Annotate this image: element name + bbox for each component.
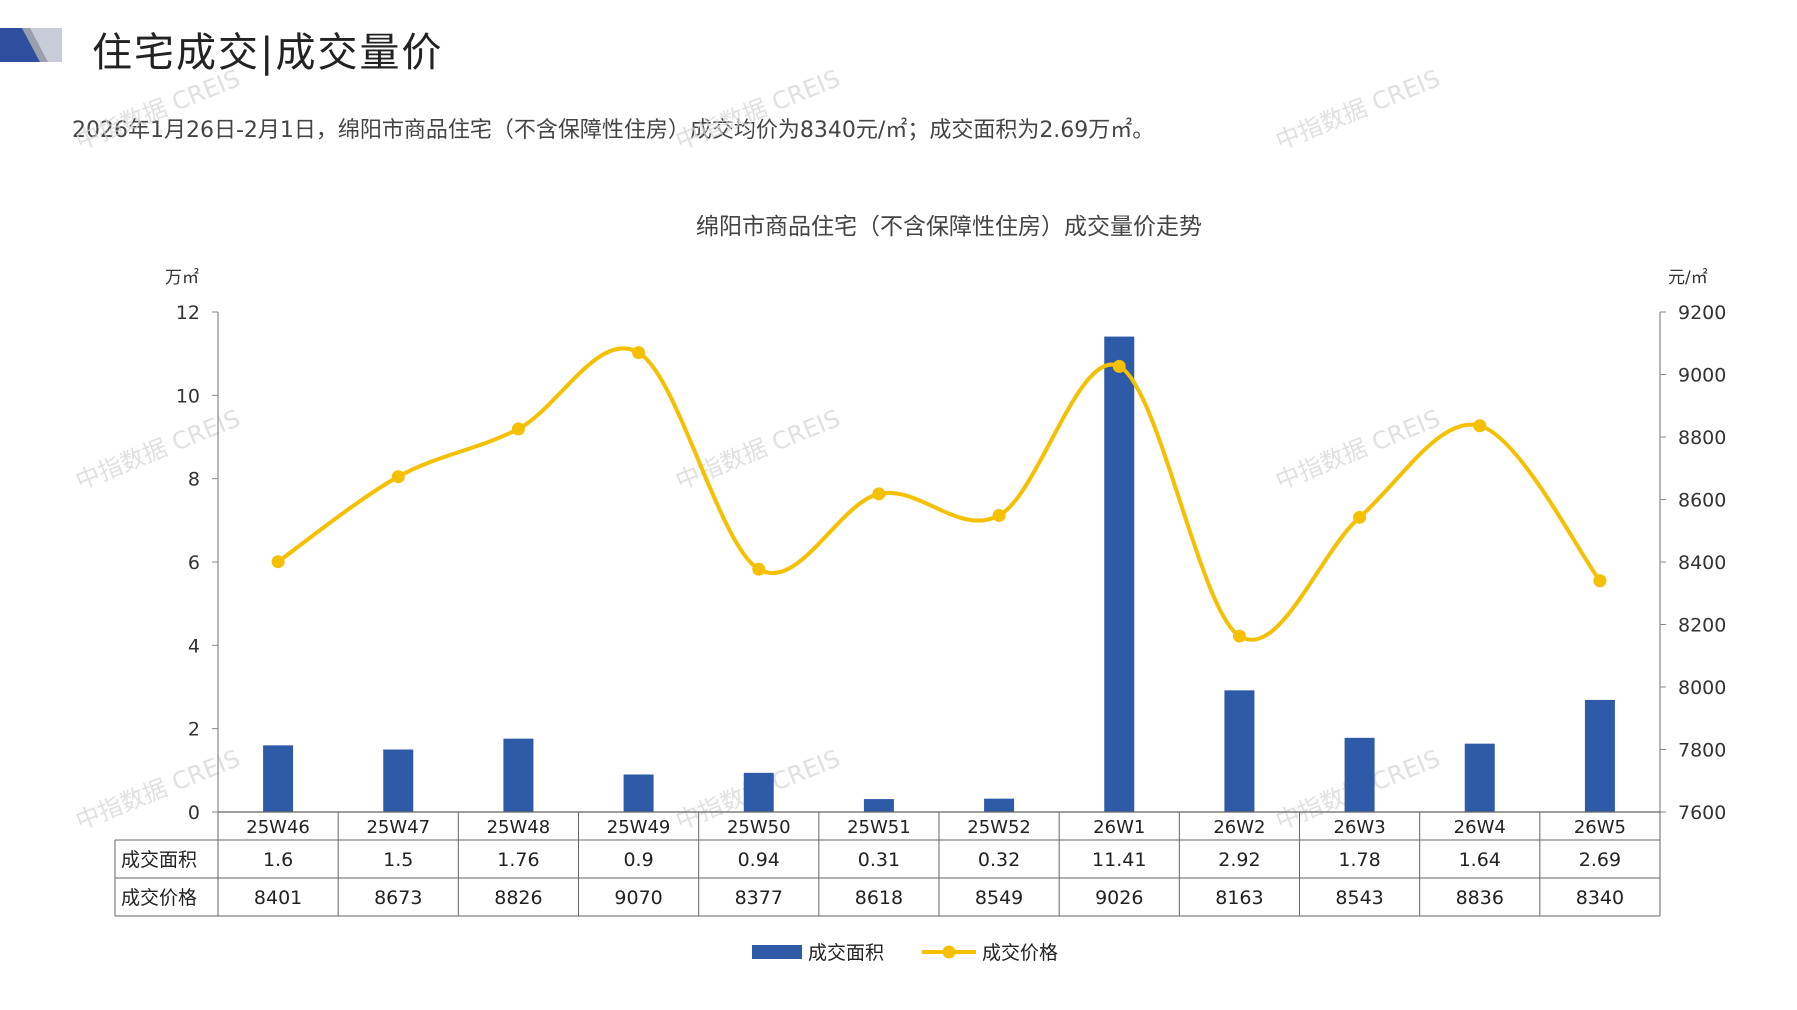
category-label: 25W46 [246, 817, 310, 838]
legend-bar-label: 成交面积 [808, 942, 884, 964]
bar-26W4 [1464, 743, 1495, 812]
price-data-label: 8826 [494, 887, 542, 909]
category-label: 25W49 [607, 817, 671, 838]
y-right-tick-label: 7800 [1678, 740, 1726, 762]
area-data-label: 1.5 [383, 849, 413, 871]
bar-26W3 [1344, 737, 1375, 812]
y-right-tick-label: 9000 [1678, 365, 1726, 387]
y-left-tick-label: 6 [188, 552, 200, 574]
category-label: 25W47 [366, 817, 430, 838]
y-right-unit: 元/㎡ [1668, 268, 1708, 288]
y-left-tick-label: 12 [176, 302, 200, 324]
price-data-label: 8673 [374, 887, 422, 909]
y-right-tick-label: 8000 [1678, 677, 1726, 699]
price-data-label: 9070 [614, 887, 662, 909]
y-left-tick-label: 4 [188, 635, 200, 657]
price-point-25W52 [992, 508, 1006, 522]
table-row-label: 成交面积 [121, 849, 197, 871]
table-row-label: 成交价格 [121, 887, 197, 909]
watermark-text: 中指数据 CREIS [72, 64, 244, 155]
bar-25W46 [263, 745, 294, 812]
price-point-26W4 [1473, 419, 1487, 433]
price-line [276, 346, 1602, 642]
area-data-label: 0.94 [738, 849, 780, 871]
price-data-label: 8618 [855, 887, 903, 909]
price-point-25W49 [632, 346, 646, 360]
category-label: 25W50 [727, 817, 791, 838]
price-point-25W48 [511, 422, 525, 436]
price-point-25W50 [752, 562, 766, 576]
price-data-label: 9026 [1095, 887, 1143, 909]
category-label: 26W1 [1093, 817, 1145, 838]
category-label: 26W4 [1454, 817, 1506, 838]
y-right-tick-label: 7600 [1678, 802, 1726, 824]
brand-mark-icon [0, 28, 62, 62]
price-point-25W51 [872, 487, 886, 501]
price-data-label: 8340 [1576, 887, 1624, 909]
price-point-26W1 [1112, 359, 1126, 373]
watermark-text: 中指数据 CREIS [672, 64, 844, 155]
category-label: 25W51 [847, 817, 911, 838]
chart-title: 绵阳市商品住宅（不含保障性住房）成交量价走势 [696, 214, 1202, 240]
y-right-tick-label: 8800 [1678, 427, 1726, 449]
price-data-label: 8836 [1456, 887, 1504, 909]
y-left-tick-label: 10 [176, 385, 200, 407]
y-right-tick-label: 8200 [1678, 615, 1726, 637]
area-data-label: 1.76 [497, 849, 539, 871]
watermark-text: 中指数据 CREIS [1272, 64, 1444, 155]
category-label: 26W5 [1574, 817, 1626, 838]
area-data-label: 11.41 [1092, 849, 1146, 871]
price-point-26W3 [1353, 510, 1367, 524]
bar-25W50 [743, 772, 774, 812]
y-left-unit: 万㎡ [165, 268, 199, 288]
watermark-text: 中指数据 CREIS [1272, 404, 1444, 495]
watermark-text: 中指数据 CREIS [672, 404, 844, 495]
bar-25W52 [984, 798, 1015, 812]
price-data-label: 8401 [254, 887, 302, 909]
legend-line-marker [942, 945, 956, 959]
price-data-label: 8163 [1215, 887, 1263, 909]
category-label: 25W48 [487, 817, 551, 838]
legend-line-label: 成交价格 [982, 942, 1058, 964]
summary-text: 2026年1月26日-2月1日，绵阳市商品住宅（不含保障性住房）成交均价为834… [72, 118, 1155, 143]
price-point-26W5 [1593, 574, 1607, 588]
bar-26W2 [1224, 690, 1255, 812]
area-data-label: 1.64 [1459, 849, 1501, 871]
y-left-tick-label: 8 [188, 469, 200, 491]
bar-26W1 [1104, 336, 1135, 812]
area-data-label: 1.78 [1338, 849, 1380, 871]
category-label: 26W2 [1213, 817, 1265, 838]
price-point-25W46 [271, 555, 285, 569]
legend-bar-swatch [752, 945, 802, 959]
y-right-tick-label: 8600 [1678, 490, 1726, 512]
area-data-label: 0.9 [623, 849, 653, 871]
category-label: 25W52 [967, 817, 1031, 838]
bar-26W5 [1584, 699, 1615, 812]
bar-25W49 [623, 774, 654, 812]
area-data-label: 1.6 [263, 849, 293, 871]
price-data-label: 8549 [975, 887, 1023, 909]
price-data-label: 8543 [1335, 887, 1383, 909]
bar-25W48 [503, 738, 534, 812]
area-data-label: 2.69 [1579, 849, 1621, 871]
y-right-tick-label: 8400 [1678, 552, 1726, 574]
bar-25W47 [383, 749, 414, 812]
price-point-26W2 [1232, 629, 1246, 643]
price-data-label: 8377 [735, 887, 783, 909]
area-data-label: 2.92 [1218, 849, 1260, 871]
bar-25W51 [863, 799, 894, 812]
y-left-tick-label: 2 [188, 719, 200, 741]
page-title: 住宅成交|成交量价 [92, 30, 444, 76]
area-data-label: 0.32 [978, 849, 1020, 871]
y-right-tick-label: 9200 [1678, 302, 1726, 324]
y-left-tick-label: 0 [188, 802, 200, 824]
category-label: 26W3 [1334, 817, 1386, 838]
price-point-25W47 [391, 470, 405, 484]
area-data-label: 0.31 [858, 849, 900, 871]
